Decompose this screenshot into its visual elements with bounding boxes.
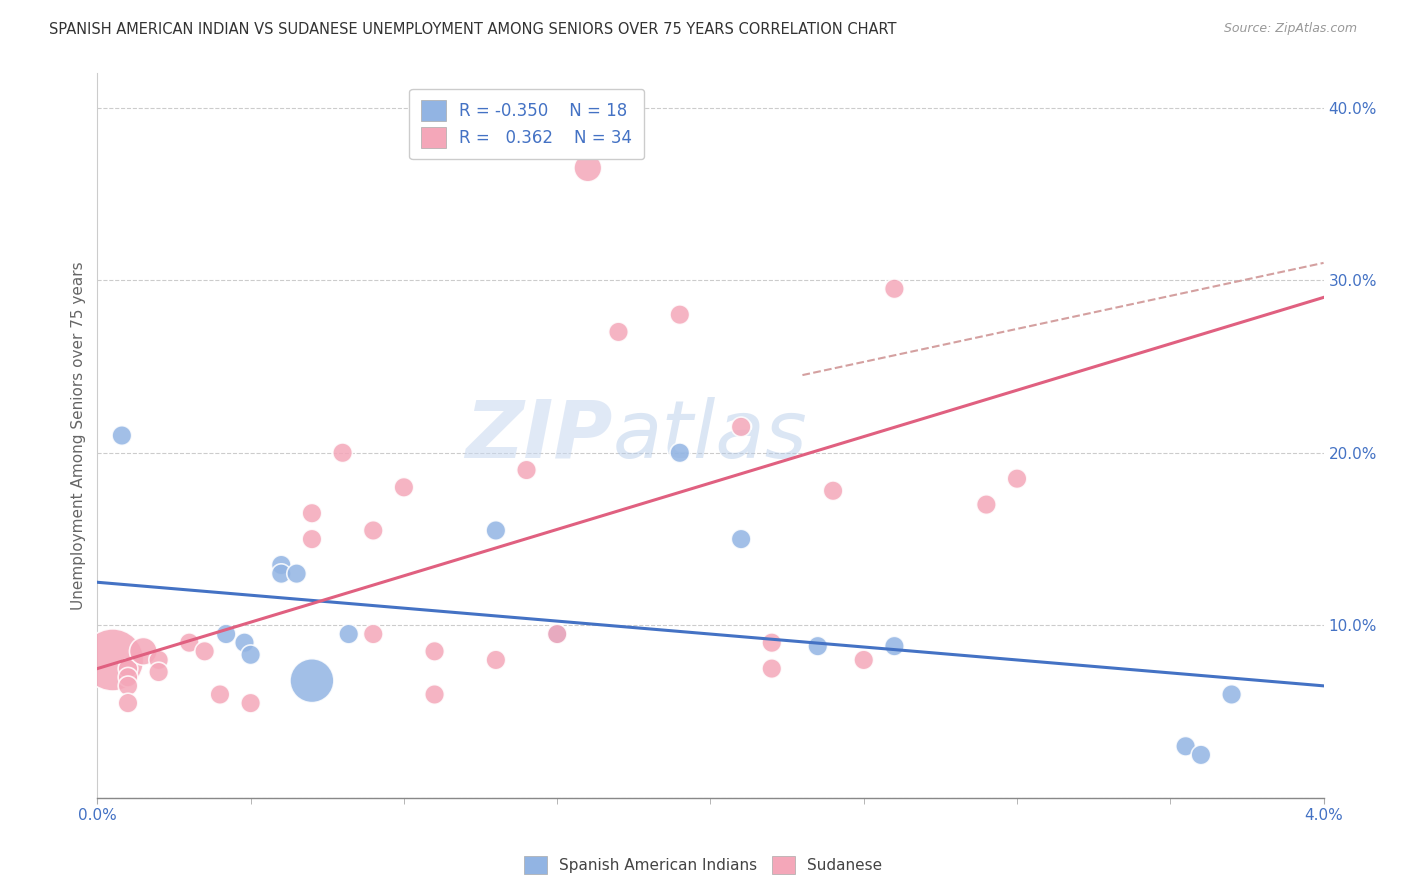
- Point: [423, 644, 446, 658]
- Point: [117, 670, 139, 684]
- Point: [485, 653, 508, 667]
- Point: [976, 498, 998, 512]
- Point: [361, 524, 384, 538]
- Point: [239, 648, 262, 662]
- Point: [117, 696, 139, 710]
- Text: SPANISH AMERICAN INDIAN VS SUDANESE UNEMPLOYMENT AMONG SENIORS OVER 75 YEARS COR: SPANISH AMERICAN INDIAN VS SUDANESE UNEM…: [49, 22, 897, 37]
- Point: [179, 636, 201, 650]
- Point: [111, 428, 134, 442]
- Point: [1005, 472, 1028, 486]
- Point: [101, 653, 124, 667]
- Legend: Spanish American Indians, Sudanese: Spanish American Indians, Sudanese: [517, 850, 889, 880]
- Point: [669, 446, 692, 460]
- Point: [515, 463, 537, 477]
- Point: [239, 696, 262, 710]
- Point: [337, 627, 360, 641]
- Point: [852, 653, 875, 667]
- Point: [1220, 688, 1243, 702]
- Point: [807, 639, 830, 653]
- Point: [132, 644, 155, 658]
- Point: [1174, 739, 1197, 754]
- Point: [270, 566, 292, 581]
- Point: [301, 673, 323, 688]
- Point: [761, 636, 783, 650]
- Point: [423, 688, 446, 702]
- Point: [285, 566, 308, 581]
- Point: [730, 420, 752, 434]
- Point: [761, 662, 783, 676]
- Point: [485, 524, 508, 538]
- Point: [194, 644, 217, 658]
- Text: Source: ZipAtlas.com: Source: ZipAtlas.com: [1223, 22, 1357, 36]
- Point: [148, 665, 170, 679]
- Point: [607, 325, 630, 339]
- Point: [1189, 747, 1212, 762]
- Y-axis label: Unemployment Among Seniors over 75 years: Unemployment Among Seniors over 75 years: [72, 261, 86, 610]
- Text: ZIP: ZIP: [465, 397, 613, 475]
- Point: [823, 483, 845, 498]
- Point: [669, 308, 692, 322]
- Point: [361, 627, 384, 641]
- Point: [215, 627, 238, 641]
- Legend: R = -0.350    N = 18, R =   0.362    N = 34: R = -0.350 N = 18, R = 0.362 N = 34: [409, 88, 644, 160]
- Point: [301, 532, 323, 546]
- Point: [576, 161, 599, 175]
- Point: [332, 446, 354, 460]
- Point: [301, 506, 323, 520]
- Point: [270, 558, 292, 572]
- Point: [883, 282, 905, 296]
- Point: [233, 636, 256, 650]
- Point: [546, 627, 568, 641]
- Point: [730, 532, 752, 546]
- Point: [148, 653, 170, 667]
- Point: [117, 679, 139, 693]
- Point: [883, 639, 905, 653]
- Point: [392, 480, 415, 494]
- Point: [208, 688, 231, 702]
- Point: [117, 662, 139, 676]
- Text: atlas: atlas: [613, 397, 807, 475]
- Point: [546, 627, 568, 641]
